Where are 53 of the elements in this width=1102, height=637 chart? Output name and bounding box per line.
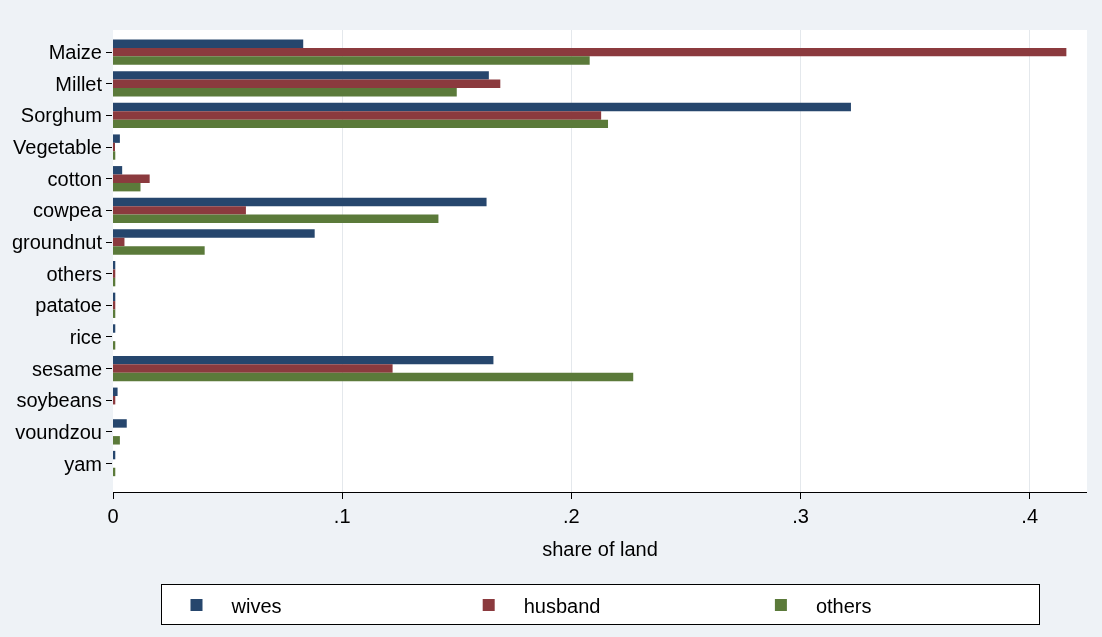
bar bbox=[113, 71, 489, 80]
bar bbox=[113, 56, 590, 65]
bar bbox=[113, 102, 851, 112]
bar bbox=[113, 237, 125, 247]
x-tick-label: .3 bbox=[792, 505, 809, 527]
y-tick-label: Vegetable bbox=[13, 136, 102, 159]
bar bbox=[113, 166, 123, 175]
legend-label: others bbox=[815, 594, 872, 617]
y-tick-label: sesame bbox=[31, 357, 102, 380]
bar bbox=[113, 324, 116, 333]
y-tick-label: cotton bbox=[47, 167, 102, 190]
bar bbox=[113, 151, 116, 160]
bar bbox=[113, 111, 602, 120]
bar bbox=[113, 229, 315, 238]
y-tick-label: rice bbox=[69, 325, 102, 348]
x-tick-label: .1 bbox=[333, 505, 351, 527]
bar bbox=[113, 214, 439, 224]
bar bbox=[113, 174, 150, 183]
bar bbox=[113, 387, 118, 397]
x-axis-title: share of land bbox=[542, 537, 658, 560]
bar bbox=[113, 355, 494, 365]
x-tick-label: .4 bbox=[1021, 505, 1039, 527]
y-tick-label: Millet bbox=[55, 72, 103, 95]
bar bbox=[113, 88, 457, 97]
bar bbox=[113, 372, 634, 382]
bar bbox=[113, 436, 120, 445]
bar bbox=[113, 419, 127, 428]
y-tick-label: others bbox=[46, 262, 102, 285]
bar bbox=[113, 119, 609, 129]
bar bbox=[113, 47, 1067, 57]
x-tick-label: 0 bbox=[107, 505, 119, 527]
y-tick-label: yam bbox=[64, 452, 102, 475]
bar bbox=[113, 39, 304, 48]
x-tick-label: .2 bbox=[563, 505, 580, 527]
y-tick-label: groundnut bbox=[11, 231, 103, 254]
bar bbox=[113, 197, 487, 207]
legend-label: husband bbox=[523, 594, 601, 617]
bar bbox=[113, 341, 116, 350]
bar bbox=[113, 269, 116, 278]
y-tick-label: Sorghum bbox=[20, 104, 102, 127]
bar bbox=[113, 182, 141, 192]
legend-label: wives bbox=[230, 594, 282, 617]
bar bbox=[113, 206, 246, 215]
bar bbox=[113, 364, 393, 373]
y-tick-label: patatoe bbox=[35, 294, 102, 317]
bar bbox=[113, 301, 116, 310]
bar bbox=[113, 79, 501, 89]
bar bbox=[113, 134, 120, 143]
bar bbox=[113, 246, 205, 255]
y-tick-label: cowpea bbox=[33, 199, 103, 222]
y-tick-label: voundzou bbox=[15, 420, 102, 443]
y-tick-label: Maize bbox=[48, 41, 102, 64]
y-tick-label: soybeans bbox=[16, 389, 102, 412]
